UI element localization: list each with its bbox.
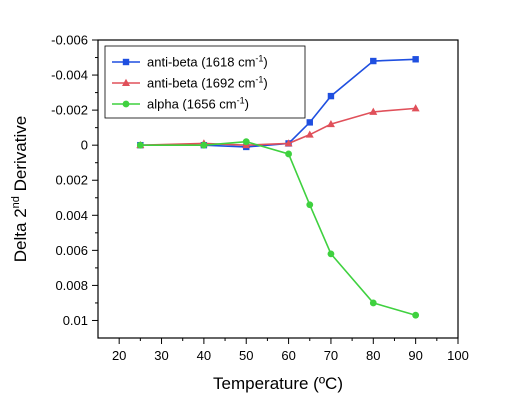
legend-marker	[122, 100, 130, 108]
data-point	[306, 119, 313, 126]
data-point	[242, 138, 250, 146]
data-point	[370, 57, 377, 65]
y-tick-label: 0.002	[55, 173, 88, 188]
series-3	[136, 138, 420, 319]
x-tick-label: 70	[324, 348, 338, 363]
x-tick-label: 20	[112, 348, 126, 363]
data-point	[411, 104, 420, 112]
series-layer	[136, 56, 420, 319]
x-tick-label: 30	[154, 348, 168, 363]
data-point	[412, 311, 420, 319]
y-tick-label: -0.004	[51, 68, 88, 83]
y-tick-label: -0.002	[51, 103, 88, 118]
y-tick-label: 0.004	[55, 208, 88, 223]
x-tick-label: 90	[408, 348, 422, 363]
series-line	[140, 140, 416, 316]
data-point	[305, 130, 314, 138]
data-point	[369, 299, 377, 307]
data-point	[285, 150, 292, 158]
data-point	[412, 56, 419, 63]
legend-label: anti-beta (1692 cm-1)	[147, 75, 268, 91]
legend-box	[104, 45, 306, 119]
data-point	[284, 139, 293, 147]
legend-label: alpha (1656 cm-1)	[147, 96, 249, 112]
data-point	[327, 92, 335, 100]
legend-item: anti-beta (1618 cm-1)	[112, 54, 268, 70]
y-tick-label: 0.008	[55, 278, 88, 293]
plot-frame	[97, 39, 459, 339]
legend: anti-beta (1618 cm-1) anti-beta (1692 cm-…	[104, 45, 306, 119]
series-line	[140, 107, 416, 146]
x-axis-title: Temperature (ºC)	[213, 374, 343, 393]
legend-item: anti-beta (1692 cm-1)	[112, 75, 268, 91]
x-tick-label: 40	[197, 348, 211, 363]
data-point	[136, 141, 144, 149]
data-point	[306, 201, 314, 209]
data-point	[326, 119, 335, 128]
x-tick-label: 60	[281, 348, 295, 363]
data-point	[369, 107, 378, 115]
series-line	[140, 58, 416, 148]
data-point	[327, 250, 335, 258]
y-tick-label: 0.006	[55, 243, 88, 258]
x-tick-label: 50	[239, 348, 253, 363]
y-axis-title: Delta 2nd Derivative	[10, 116, 30, 262]
y-tick-label: -0.006	[51, 33, 88, 48]
data-point	[200, 141, 208, 149]
legend-label: anti-beta (1618 cm-1)	[147, 54, 268, 70]
axes: 20 30 40 50 60 70 80 90 100 -0.006 -0.004 -0.002 0 0.…	[51, 33, 469, 364]
y-tick-label: 0.01	[63, 313, 88, 328]
x-tick-label: 100	[447, 348, 469, 363]
legend-item: alpha (1656 cm-1)	[112, 96, 249, 112]
legend-marker	[122, 58, 130, 66]
x-tick-label: 80	[366, 348, 380, 363]
y-tick-label: 0	[81, 138, 88, 153]
legend-marker	[122, 78, 130, 86]
